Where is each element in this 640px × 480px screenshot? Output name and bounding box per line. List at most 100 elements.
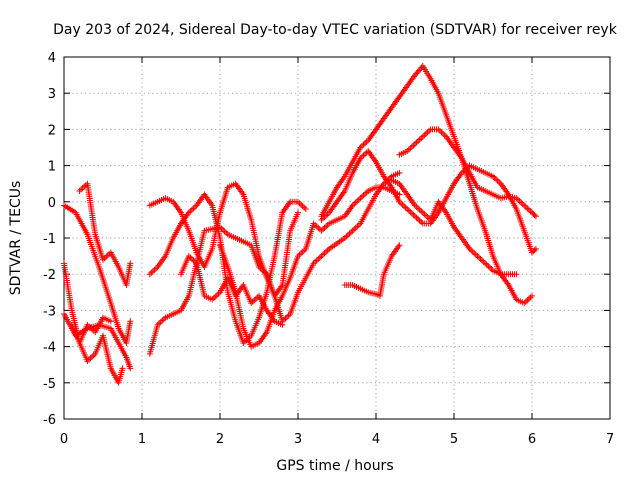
data-point xyxy=(298,250,305,257)
data-point xyxy=(346,230,353,237)
axis-ticks: 0 1 2 3 4 5 6 7 -6 -5 -4 -3 -2 -1 0 1 2 3 4 xyxy=(43,51,614,447)
data-point xyxy=(522,203,529,210)
data-point xyxy=(352,199,359,206)
x-tick-label: 6 xyxy=(528,432,536,447)
data-point xyxy=(348,229,355,236)
data-point xyxy=(399,201,406,208)
x-tick-label: 2 xyxy=(216,432,224,447)
data-point xyxy=(354,198,361,205)
data-point xyxy=(418,208,425,215)
data-point xyxy=(76,187,83,194)
data-point xyxy=(412,213,418,220)
data-point xyxy=(519,200,526,207)
data-point xyxy=(531,247,538,254)
data-point xyxy=(441,132,448,139)
data-point xyxy=(298,201,305,208)
data-point xyxy=(529,292,535,299)
x-tick-label: 4 xyxy=(372,432,380,447)
data-point xyxy=(469,248,476,255)
data-point xyxy=(315,255,322,262)
data-point xyxy=(187,208,194,215)
data-point xyxy=(127,260,134,267)
data-point xyxy=(416,217,423,224)
data-point xyxy=(362,140,369,147)
series-sat-n xyxy=(341,242,403,299)
series-sat-d xyxy=(76,180,134,289)
data-point xyxy=(408,210,415,217)
data-point xyxy=(524,205,531,212)
data-point xyxy=(486,264,493,271)
y-tick-label: -5 xyxy=(43,377,56,392)
data-point xyxy=(422,130,429,137)
data-point xyxy=(424,214,431,221)
data-point xyxy=(299,203,306,210)
data-point xyxy=(302,206,309,213)
data-point xyxy=(482,260,489,267)
data-point xyxy=(78,186,85,193)
data-point xyxy=(360,192,367,199)
data-point xyxy=(471,250,478,257)
y-tick-label: 4 xyxy=(48,51,56,66)
data-point xyxy=(351,226,358,233)
data-point xyxy=(416,136,423,143)
data-point xyxy=(360,141,367,148)
data-point xyxy=(419,209,426,216)
data-point xyxy=(352,224,359,231)
data-point xyxy=(413,203,420,210)
data-point xyxy=(192,203,199,210)
y-tick-label: -4 xyxy=(43,341,56,356)
data-point xyxy=(532,245,539,252)
data-point xyxy=(343,233,350,240)
data-point xyxy=(318,253,325,260)
data-point xyxy=(413,139,420,146)
data-point xyxy=(315,224,322,231)
data-point xyxy=(483,261,490,268)
data-point xyxy=(516,198,523,205)
data-point xyxy=(408,143,415,150)
data-point xyxy=(221,228,228,235)
data-point xyxy=(405,207,412,214)
data-point xyxy=(351,200,358,207)
data-point xyxy=(412,140,418,147)
data-point xyxy=(355,196,362,203)
data-point xyxy=(319,251,326,258)
data-point xyxy=(318,227,325,234)
y-tick-label: 2 xyxy=(48,123,56,138)
data-point xyxy=(127,365,134,372)
y-tick-label: 3 xyxy=(48,87,56,102)
series-sat-e xyxy=(68,314,114,346)
data-point xyxy=(525,206,532,213)
data-point xyxy=(323,248,330,255)
data-point xyxy=(438,129,445,136)
data-point xyxy=(421,211,428,218)
data-point xyxy=(426,127,433,134)
data-point xyxy=(210,295,217,302)
data-point xyxy=(436,127,443,134)
data-point xyxy=(493,176,500,183)
data-point xyxy=(362,151,369,158)
data-point xyxy=(313,223,320,230)
data-point xyxy=(521,202,528,209)
data-point xyxy=(284,313,291,320)
data-point xyxy=(362,190,369,197)
data-point xyxy=(527,208,534,215)
data-point xyxy=(149,268,156,275)
data-point xyxy=(188,255,195,262)
y-tick-label: 0 xyxy=(48,196,56,211)
series-sat-m xyxy=(396,126,539,220)
data-point xyxy=(157,318,164,325)
data-point xyxy=(477,255,484,262)
data-point xyxy=(358,193,365,200)
x-tick-label: 5 xyxy=(450,432,458,447)
data-point xyxy=(324,247,331,254)
x-tick-label: 0 xyxy=(60,432,68,447)
data-point xyxy=(153,265,160,272)
data-point xyxy=(213,292,220,299)
data-point xyxy=(344,232,351,239)
data-point xyxy=(127,318,134,325)
data-point xyxy=(316,254,323,261)
y-tick-label: -1 xyxy=(43,232,56,247)
data-point xyxy=(251,297,258,304)
data-point xyxy=(415,137,422,144)
data-point xyxy=(282,315,289,322)
